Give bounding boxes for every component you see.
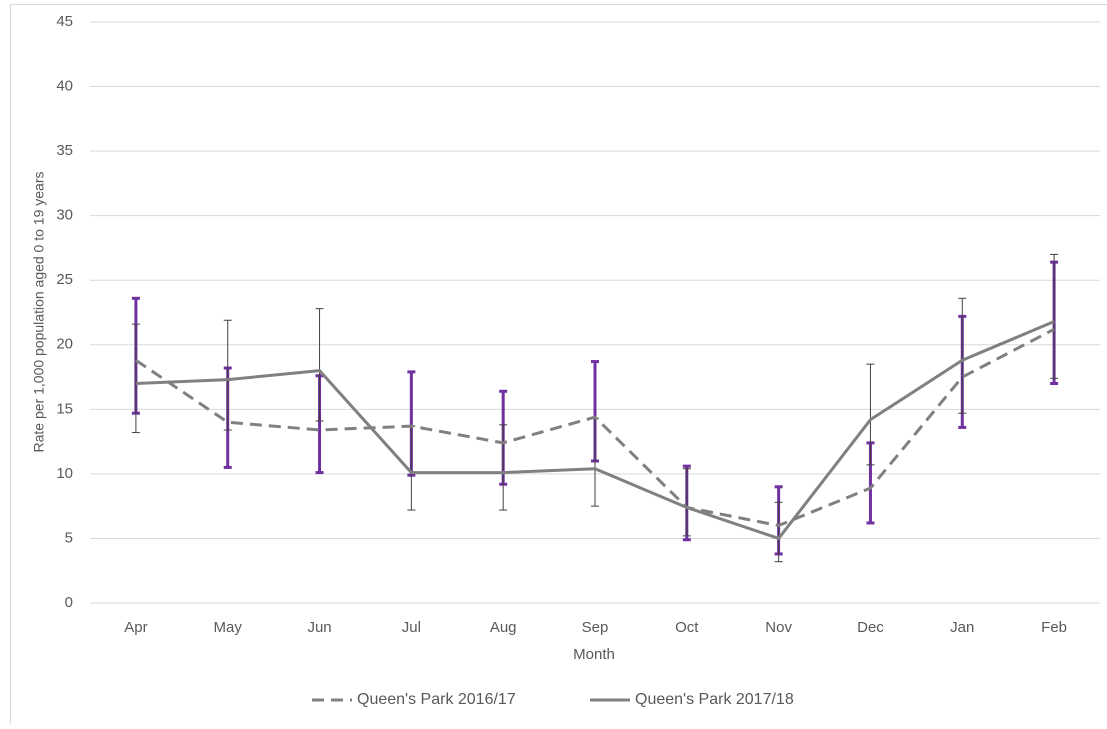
x-tick-label: Jun: [307, 619, 331, 636]
x-tick-label: Jan: [950, 619, 974, 636]
y-tick-label: 30: [56, 207, 73, 224]
y-axis-label: Rate per 1,000 population aged 0 to 19 y…: [31, 172, 47, 453]
y-tick-label: 25: [56, 271, 73, 288]
y-tick-label: 45: [56, 13, 73, 30]
legend-label: Queen's Park 2017/18: [635, 691, 794, 708]
x-tick-label: Feb: [1041, 619, 1067, 636]
y-tick-label: 35: [56, 142, 73, 159]
x-tick-label: Dec: [857, 619, 884, 636]
y-tick-label: 0: [65, 594, 73, 611]
x-tick-label: Apr: [124, 619, 147, 636]
x-tick-label: Oct: [675, 619, 699, 636]
chart-border: [11, 5, 1107, 725]
x-tick-label: Aug: [490, 619, 517, 636]
x-axis-label: Month: [573, 646, 615, 663]
y-tick-label: 40: [56, 78, 73, 95]
x-tick-label: Jul: [402, 619, 421, 636]
x-tick-label: Nov: [765, 619, 792, 636]
y-tick-label: 10: [56, 465, 73, 482]
y-tick-label: 5: [65, 529, 73, 546]
y-tick-label: 20: [56, 336, 73, 353]
x-tick-label: May: [214, 619, 243, 636]
legend-label: Queen's Park 2016/17: [357, 691, 516, 708]
y-tick-label: 15: [56, 400, 73, 417]
x-tick-label: Sep: [582, 619, 609, 636]
